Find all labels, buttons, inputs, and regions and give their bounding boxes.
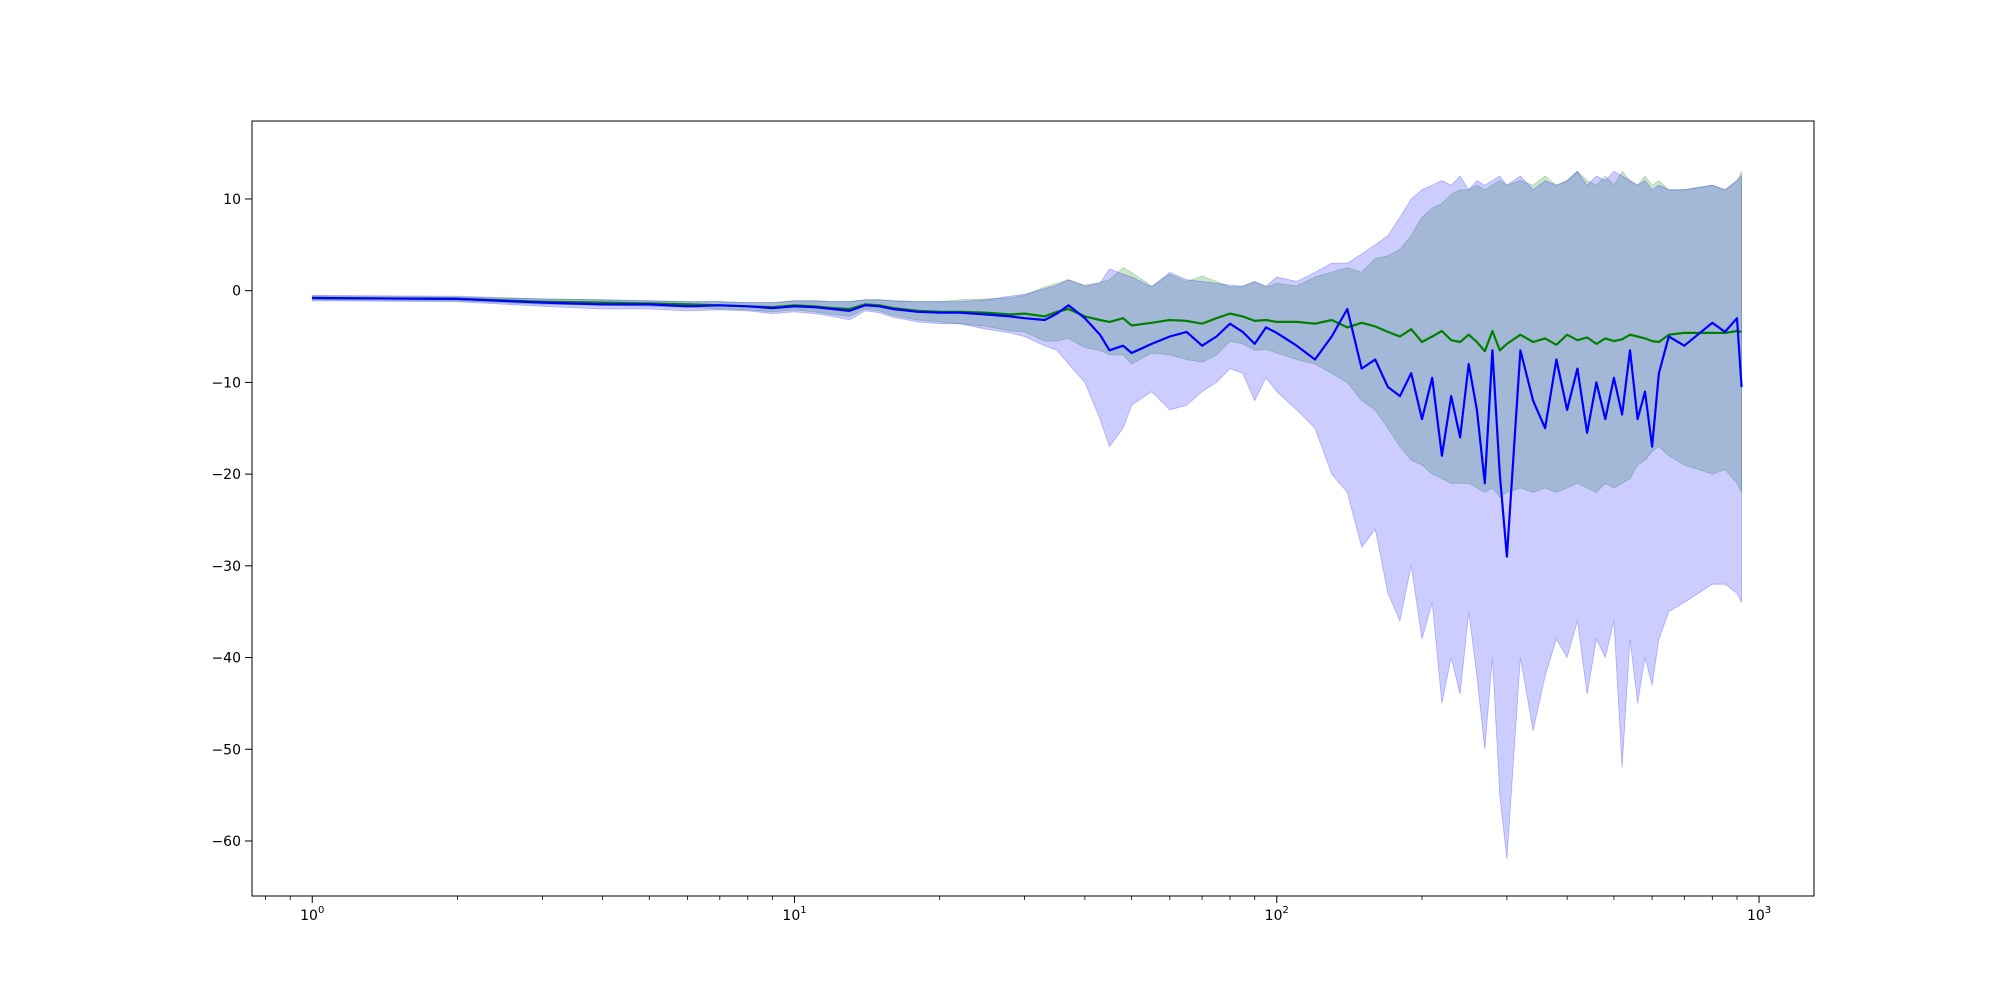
y-tick-label: −40 (211, 651, 241, 667)
confidence-bands (311, 170, 1742, 860)
plot-area (252, 121, 1814, 896)
x-tick-label: 103 (1747, 905, 1771, 924)
y-tick-label: −30 (211, 559, 241, 575)
x-tick-label: 101 (782, 905, 806, 924)
x-tick-label-exponent: 1 (800, 905, 806, 916)
x-tick-label-exponent: 2 (1283, 905, 1289, 916)
x-tick-label: 100 (300, 905, 324, 924)
series-lines (312, 296, 1743, 558)
y-tick-label: −50 (211, 742, 241, 758)
x-tick-label-base: 10 (782, 908, 800, 924)
y-tick-label: −10 (211, 375, 241, 391)
x-tick-label-base: 10 (300, 908, 318, 924)
x-tick-label-exponent: 0 (318, 905, 324, 916)
y-tick-label: −20 (211, 467, 241, 483)
plot-frame (251, 120, 1815, 897)
y-tick-label: −60 (211, 834, 241, 850)
x-tick-label-base: 10 (1265, 908, 1283, 924)
y-tick-label: 10 (223, 192, 241, 208)
series-1-band (311, 170, 1742, 860)
x-tick-label-base: 10 (1747, 908, 1765, 924)
series-0-band (311, 170, 1742, 498)
series-1-line (312, 296, 1743, 558)
y-axis: 10 0 −10 −20 −30 −40 −50 −60 (211, 192, 252, 850)
x-axis: 100 101 102 103 (265, 896, 1771, 924)
y-tick-label: 0 (232, 284, 241, 300)
x-tick-label: 102 (1265, 905, 1289, 924)
x-tick-label-exponent: 3 (1765, 905, 1771, 916)
